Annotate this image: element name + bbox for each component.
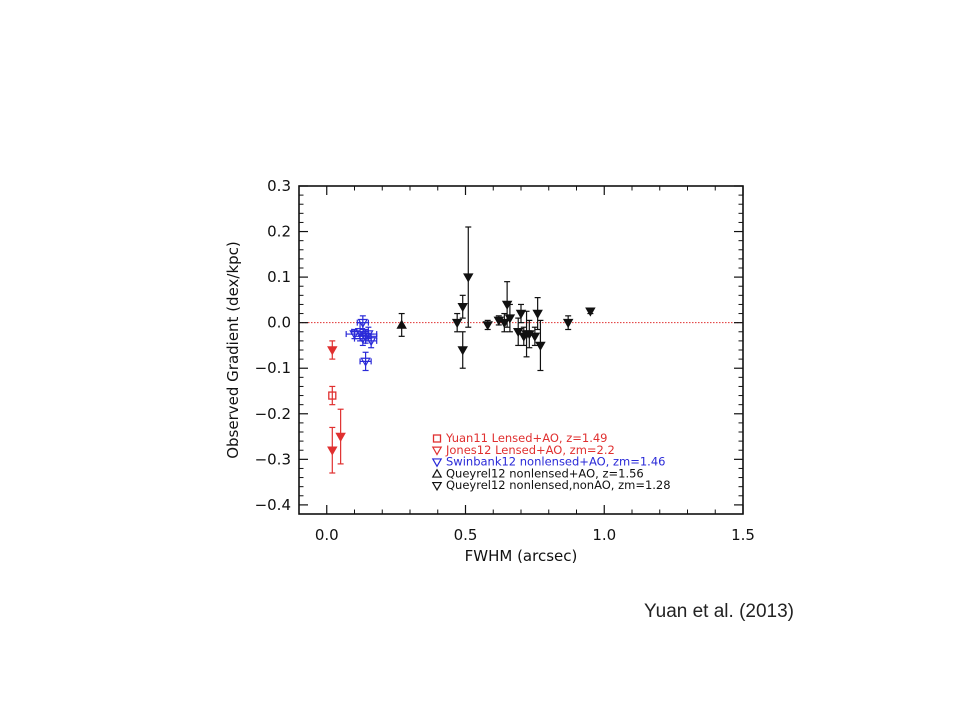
data-point <box>335 432 346 442</box>
data-point <box>327 346 338 356</box>
y-tick-label: 0.0 <box>267 314 291 332</box>
x-tick-label: 0.5 <box>454 526 478 544</box>
legend-marker <box>431 458 443 468</box>
data-point <box>504 314 516 324</box>
x-tick-label: 1.5 <box>731 526 755 544</box>
y-tick-label: 0.2 <box>267 223 291 241</box>
y-axis-label: Observed Gradient (dex/kpc) <box>224 241 242 459</box>
x-axis-label: FWHM (arcsec) <box>465 547 578 565</box>
legend-label: Yuan11 Lensed+AO, z=1.49 <box>445 431 608 445</box>
y-tick-label: −0.2 <box>255 405 291 423</box>
y-tick-label: 0.1 <box>267 268 291 286</box>
data-point <box>327 446 338 456</box>
legend-marker <box>431 481 443 492</box>
legend-label: Queyrel12 nonlensed+AO, z=1.56 <box>446 466 644 480</box>
y-tick-label: −0.3 <box>255 450 291 468</box>
legend-label: Swinbank12 nonlensed+AO, zm=1.46 <box>446 455 665 469</box>
citation-text: Yuan et al. (2013) <box>644 601 794 622</box>
legend-label: Queyrel12 nonlensed,nonAO, zm=1.28 <box>446 478 671 492</box>
legend-marker <box>431 468 443 478</box>
data-point <box>585 307 596 317</box>
y-tick-label: 0.3 <box>267 177 291 195</box>
y-tick-label: −0.1 <box>255 359 291 377</box>
data-points <box>327 226 596 474</box>
data-point <box>365 337 377 347</box>
legend-marker <box>431 446 443 456</box>
data-point <box>396 319 407 329</box>
data-point <box>499 318 510 329</box>
data-point <box>457 302 468 313</box>
y-tick-label: −0.4 <box>255 496 291 514</box>
data-point <box>360 332 371 342</box>
data-point <box>349 330 360 340</box>
data-point <box>457 346 468 356</box>
data-point <box>451 318 463 329</box>
data-point <box>562 318 574 329</box>
legend-marker <box>432 434 442 443</box>
data-point <box>515 309 527 319</box>
data-point <box>532 309 543 319</box>
x-tick-label: 1.0 <box>592 526 616 544</box>
data-point <box>328 391 337 400</box>
data-point <box>360 357 371 367</box>
axis-ticks: 0.0 0.5 1.0 1.5 −0.4 −0.3 −0.2 −0.1 0.0 0.1 0.2 0.3 <box>255 177 755 544</box>
legend-label: Jones12 Lensed+AO, zm=2.2 <box>445 443 615 457</box>
data-point <box>529 332 541 342</box>
x-tick-label: 0.0 <box>315 526 339 544</box>
data-point <box>463 273 474 283</box>
data-point <box>512 328 524 338</box>
data-point <box>535 341 546 351</box>
data-point <box>482 321 493 331</box>
